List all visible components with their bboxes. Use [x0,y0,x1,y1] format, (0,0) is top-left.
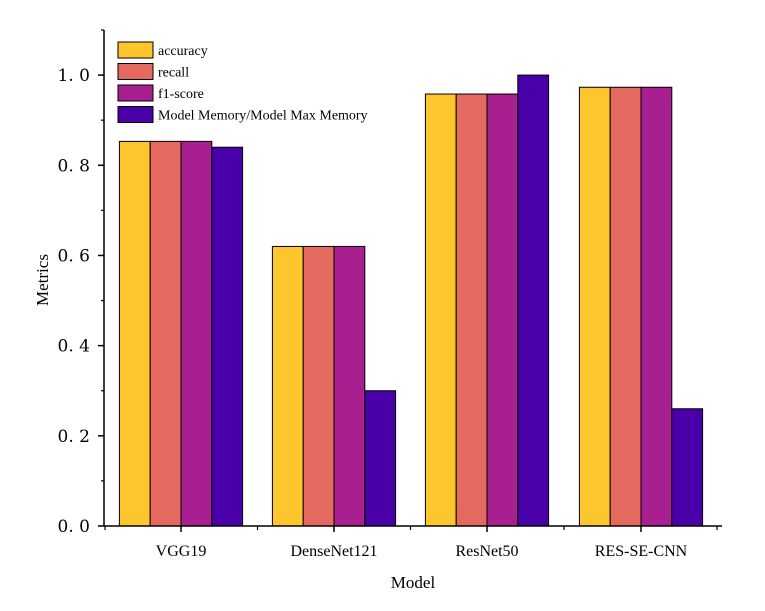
bar-res-se-cnn-2 [609,86,642,527]
legend-label: Model Memory/Model Max Memory [158,109,368,124]
bar-densenet121-2 [302,245,335,527]
bar-vgg19-4 [211,146,244,527]
legend-label: accuracy [158,44,208,59]
x-ticks: VGG19 DenseNet121 ResNet50 RES-SE-CNN [104,526,718,560]
bar-res-se-cnn-1 [578,86,611,527]
bar-vgg19-1 [118,140,151,527]
legend: accuracy recall f1-score Model Memory/Model… [117,41,368,124]
x-axis-title: Model [391,573,436,592]
x-tick-label: DenseNet121 [290,543,377,560]
bar-densenet121-3 [333,245,366,527]
bar-resnet50-1 [424,93,457,527]
y-tick-label: 1. 0 [58,66,90,86]
x-tick-label: ResNet50 [455,543,518,560]
legend-swatch [117,106,154,123]
bar-vgg19-2 [149,140,182,527]
legend-label: recall [158,66,189,81]
bar-resnet50-3 [486,93,519,527]
y-tick-label: 0. 2 [58,427,90,447]
bar-resnet50-2 [455,93,488,527]
legend-swatch [117,41,154,59]
y-axis-title: Metrics [33,254,52,306]
bar-vgg19-3 [180,140,213,527]
y-tick-label: 0. 8 [58,156,90,176]
x-tick-label: VGG19 [156,543,207,560]
bar-densenet121-4 [364,390,397,527]
bar-resnet50-4 [517,74,550,527]
y-ticks: 0. 0 0. 2 0. 4 0. 6 0. 8 1. 0 [58,29,104,537]
bar-densenet121-1 [271,245,304,527]
x-tick-label: RES-SE-CNN [595,543,688,560]
legend-label: f1-score [158,87,204,102]
bar-res-se-cnn-3 [640,86,673,527]
legend-swatch [117,84,154,102]
legend-swatch [117,63,154,80]
bar-res-se-cnn-4 [671,408,704,527]
y-tick-label: 0. 4 [58,337,90,357]
y-tick-label: 0. 6 [58,246,90,266]
axes-group [103,30,722,527]
y-tick-label: 0. 0 [58,517,90,537]
bars-group [118,74,704,527]
